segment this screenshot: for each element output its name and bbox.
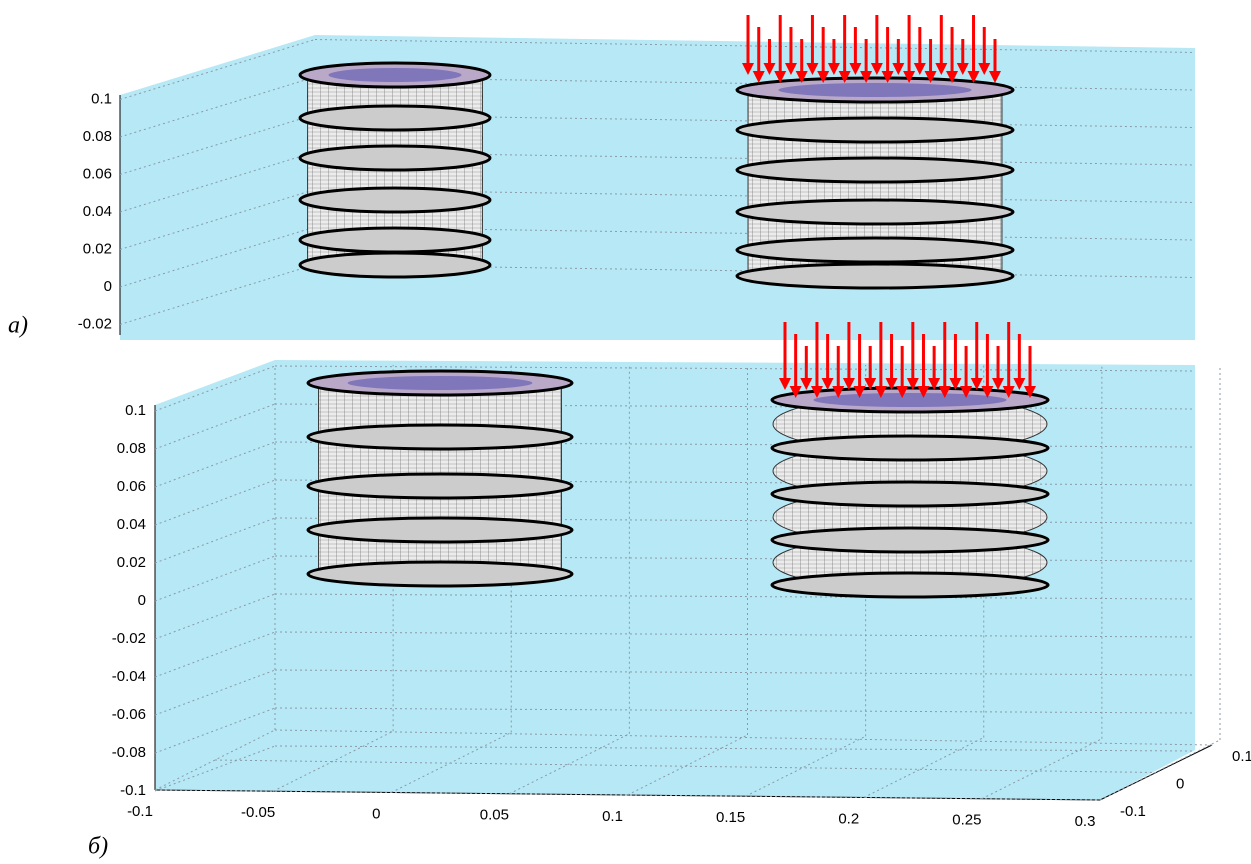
z-tick-label: 0 [138, 592, 146, 609]
x-tick-label: 0.15 [716, 809, 745, 826]
x-tick-label: 0.1 [602, 808, 623, 825]
plate [308, 425, 572, 449]
z-tick-label: 0.08 [117, 440, 146, 457]
z-tick-label: 0 [104, 278, 112, 295]
plate [737, 238, 1013, 262]
x-tick-label: -0.1 [127, 803, 153, 820]
plate [300, 228, 490, 252]
plate [737, 158, 1013, 182]
z-tick-label: 0.1 [91, 90, 112, 107]
cylinder [300, 63, 490, 277]
plate [300, 106, 490, 130]
plate [300, 188, 490, 212]
top-pattern [348, 376, 533, 390]
z-tick-label: -0.08 [112, 744, 146, 761]
x-tick-label: 0.3 [1075, 813, 1096, 830]
z-tick-label: -0.02 [78, 315, 112, 332]
figure: a) б) 0.1 0.08 0.06 0.04 0.02 0 -0.02 0.1 0.08 0.… [0, 0, 1251, 864]
page: a) б) 0.1 0.08 0.06 0.04 0.02 0 -0.02 0.1 0.08 0.… [0, 0, 1251, 864]
z-tick-label: 0.04 [83, 203, 112, 220]
plate [737, 118, 1013, 142]
x-tick-label: 0 [372, 805, 380, 822]
z-tick-label: 0.02 [117, 554, 146, 571]
cylinder [737, 78, 1013, 288]
z-tick-label: 0.06 [83, 165, 112, 182]
plate [308, 562, 572, 586]
cylinder [308, 371, 572, 586]
plate [772, 482, 1048, 506]
plate [772, 528, 1048, 552]
plate [300, 146, 490, 170]
plate [772, 436, 1048, 460]
plate [737, 200, 1013, 224]
x-tick-label: 0.2 [838, 810, 859, 827]
plate [772, 573, 1048, 597]
y-tick-label: -0.1 [1120, 803, 1146, 820]
top-pattern [778, 83, 971, 97]
z-tick-label: 0.02 [83, 240, 112, 257]
x-tick-label: 0.05 [480, 807, 509, 824]
plate [308, 518, 572, 542]
z-tick-label: 0.04 [117, 516, 146, 533]
y-tick-label: 0 [1176, 775, 1184, 792]
y-tick-label: 0.1 [1232, 748, 1251, 765]
z-tick-label: -0.04 [112, 668, 146, 685]
top-pattern [329, 68, 462, 82]
panel-a-background [120, 35, 1195, 340]
x-tick-label: -0.05 [241, 804, 275, 821]
panel-label: a) [8, 313, 28, 339]
plate [300, 253, 490, 277]
plate [308, 474, 572, 498]
top-pattern [813, 393, 1006, 407]
z-tick-label: -0.1 [120, 782, 146, 799]
x-tick-label: 0.25 [952, 812, 981, 829]
z-tick-label: -0.06 [112, 706, 146, 723]
panel-label: б) [88, 834, 108, 860]
z-tick-label: 0.1 [125, 402, 146, 419]
z-tick-label: -0.02 [112, 630, 146, 647]
z-tick-label: 0.08 [83, 128, 112, 145]
z-tick-label: 0.06 [117, 478, 146, 495]
plate [737, 264, 1013, 288]
cylinder [772, 388, 1048, 597]
